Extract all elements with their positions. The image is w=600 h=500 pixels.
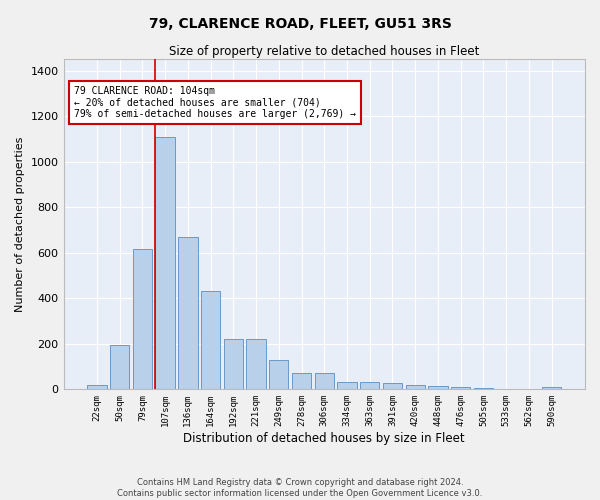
Text: 79, CLARENCE ROAD, FLEET, GU51 3RS: 79, CLARENCE ROAD, FLEET, GU51 3RS	[149, 18, 451, 32]
Y-axis label: Number of detached properties: Number of detached properties	[15, 136, 25, 312]
Bar	[406, 385, 425, 390]
Text: 79 CLARENCE ROAD: 104sqm
← 20% of detached houses are smaller (704)
79% of semi-: 79 CLARENCE ROAD: 104sqm ← 20% of detach…	[74, 86, 356, 119]
Bar	[314, 373, 334, 390]
Bar	[110, 345, 130, 390]
Bar	[542, 386, 561, 390]
Bar	[383, 383, 402, 390]
Bar	[247, 339, 266, 390]
Bar	[269, 360, 289, 390]
Bar	[133, 250, 152, 390]
Bar	[360, 382, 379, 390]
Bar	[201, 292, 220, 390]
Title: Size of property relative to detached houses in Fleet: Size of property relative to detached ho…	[169, 45, 479, 58]
Bar	[337, 382, 356, 390]
Bar	[224, 339, 243, 390]
Bar	[428, 386, 448, 390]
Bar	[292, 373, 311, 390]
Bar	[474, 388, 493, 390]
Bar	[178, 237, 197, 390]
Bar	[451, 387, 470, 390]
Text: Contains HM Land Registry data © Crown copyright and database right 2024.
Contai: Contains HM Land Registry data © Crown c…	[118, 478, 482, 498]
Bar	[87, 385, 107, 390]
Bar	[155, 136, 175, 390]
X-axis label: Distribution of detached houses by size in Fleet: Distribution of detached houses by size …	[184, 432, 465, 445]
